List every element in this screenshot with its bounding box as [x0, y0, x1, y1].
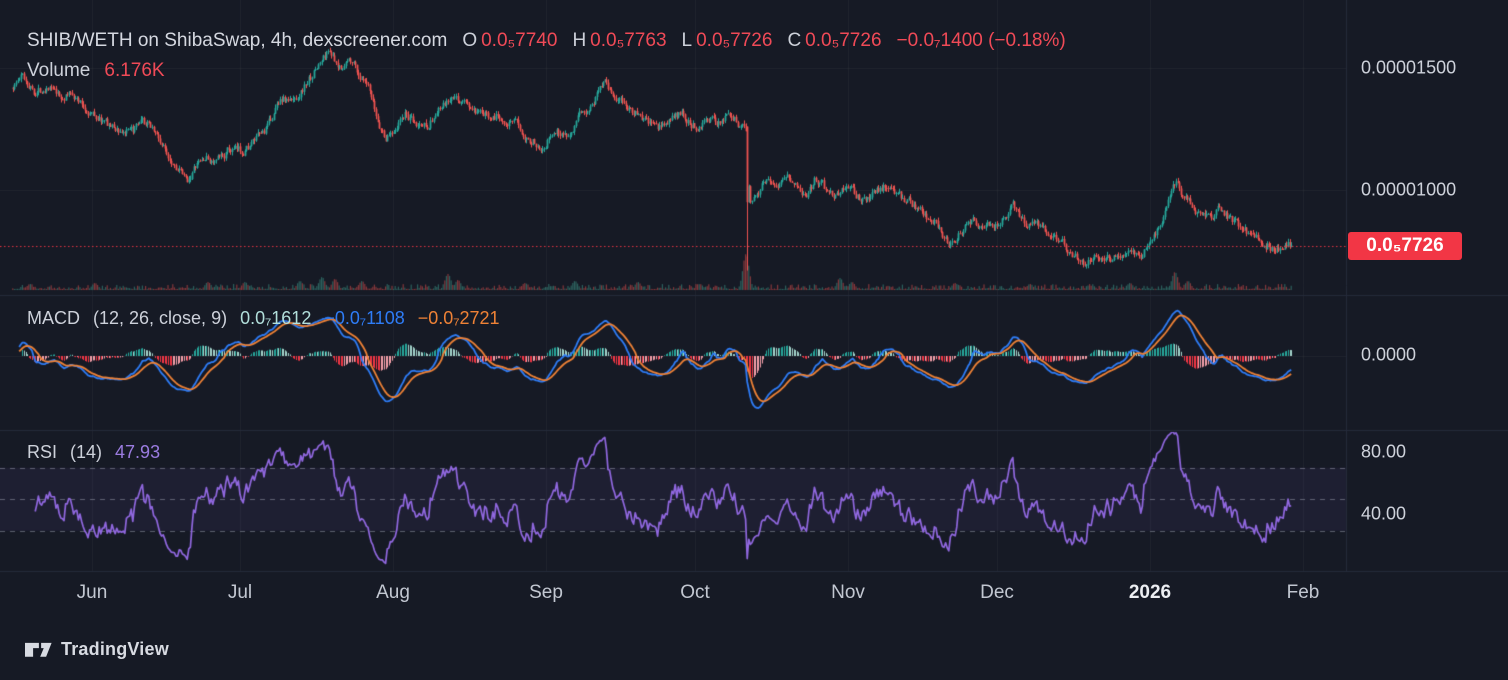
volume-legend: Volume 6.176K	[27, 60, 165, 82]
tradingview-logo-icon	[25, 642, 52, 657]
ohlc-low: L 0.0₅7726	[682, 30, 773, 52]
volume-label[interactable]: Volume	[27, 60, 91, 81]
close-label: C	[787, 30, 802, 51]
tradingview-attribution[interactable]: TradingView	[25, 639, 169, 660]
time-axis-label-jul[interactable]: Jul	[227, 582, 253, 603]
change-value: −0.0₇1400 (−0.18%)	[896, 30, 1066, 51]
macd-hist-value: 0.0₇1612	[240, 308, 312, 328]
time-axis-label-feb[interactable]: Feb	[1286, 582, 1320, 603]
macd-axis-label[interactable]: 0.0000	[1361, 344, 1417, 365]
price-axis-label-0[interactable]: 0.00001500	[1361, 57, 1457, 78]
ohlc-high: H 0.0₅7763	[572, 30, 666, 52]
time-axis-label-dec[interactable]: Dec	[980, 582, 1014, 603]
macd-line-value: −0.0₇1108	[324, 308, 405, 328]
low-value: 0.0₅7726	[696, 30, 773, 51]
close-value: 0.0₅7726	[805, 30, 882, 51]
time-axis-label-aug[interactable]: Aug	[376, 582, 410, 603]
time-axis-label-sep[interactable]: Sep	[529, 582, 563, 603]
time-axis-label-nov[interactable]: Nov	[831, 582, 865, 603]
macd-legend: MACD (12, 26, close, 9) 0.0₇1612 −0.0₇11…	[27, 308, 500, 329]
tradingview-label: TradingView	[61, 639, 169, 659]
volume-value: 6.176K	[104, 60, 165, 81]
last-price-tag[interactable]: 0.0₅7726	[1348, 232, 1462, 260]
macd-label[interactable]: MACD	[27, 308, 80, 328]
rsi-label[interactable]: RSI	[27, 442, 58, 462]
rsi-axis-label-0[interactable]: 80.00	[1361, 441, 1407, 462]
rsi-value: 47.93	[115, 442, 161, 462]
rsi-params: (14)	[70, 442, 103, 462]
chart-legend: SHIB/WETH on ShibaSwap, 4h, dexscreener.…	[27, 30, 1066, 52]
high-label: H	[572, 30, 587, 51]
rsi-axis-label-1[interactable]: 40.00	[1361, 503, 1407, 524]
open-value: 0.0₅7740	[481, 30, 558, 51]
open-label: O	[462, 30, 478, 51]
rsi-legend: RSI (14) 47.93	[27, 442, 160, 463]
price-axis-label-1[interactable]: 0.00001000	[1361, 179, 1457, 200]
ohlc-open: O 0.0₅7740	[462, 30, 557, 52]
symbol-title[interactable]: SHIB/WETH on ShibaSwap, 4h, dexscreener.…	[27, 30, 448, 51]
time-axis-label-jun[interactable]: Jun	[76, 582, 108, 603]
time-axis-label-2026[interactable]: 2026	[1128, 582, 1172, 603]
macd-params: (12, 26, close, 9)	[93, 308, 228, 328]
time-axis-label-oct[interactable]: Oct	[680, 582, 710, 603]
low-label: L	[681, 30, 693, 51]
ohlc-close: C 0.0₅7726	[787, 30, 881, 52]
high-value: 0.0₅7763	[590, 30, 667, 51]
macd-signal-value: −0.0₇2721	[417, 308, 500, 328]
